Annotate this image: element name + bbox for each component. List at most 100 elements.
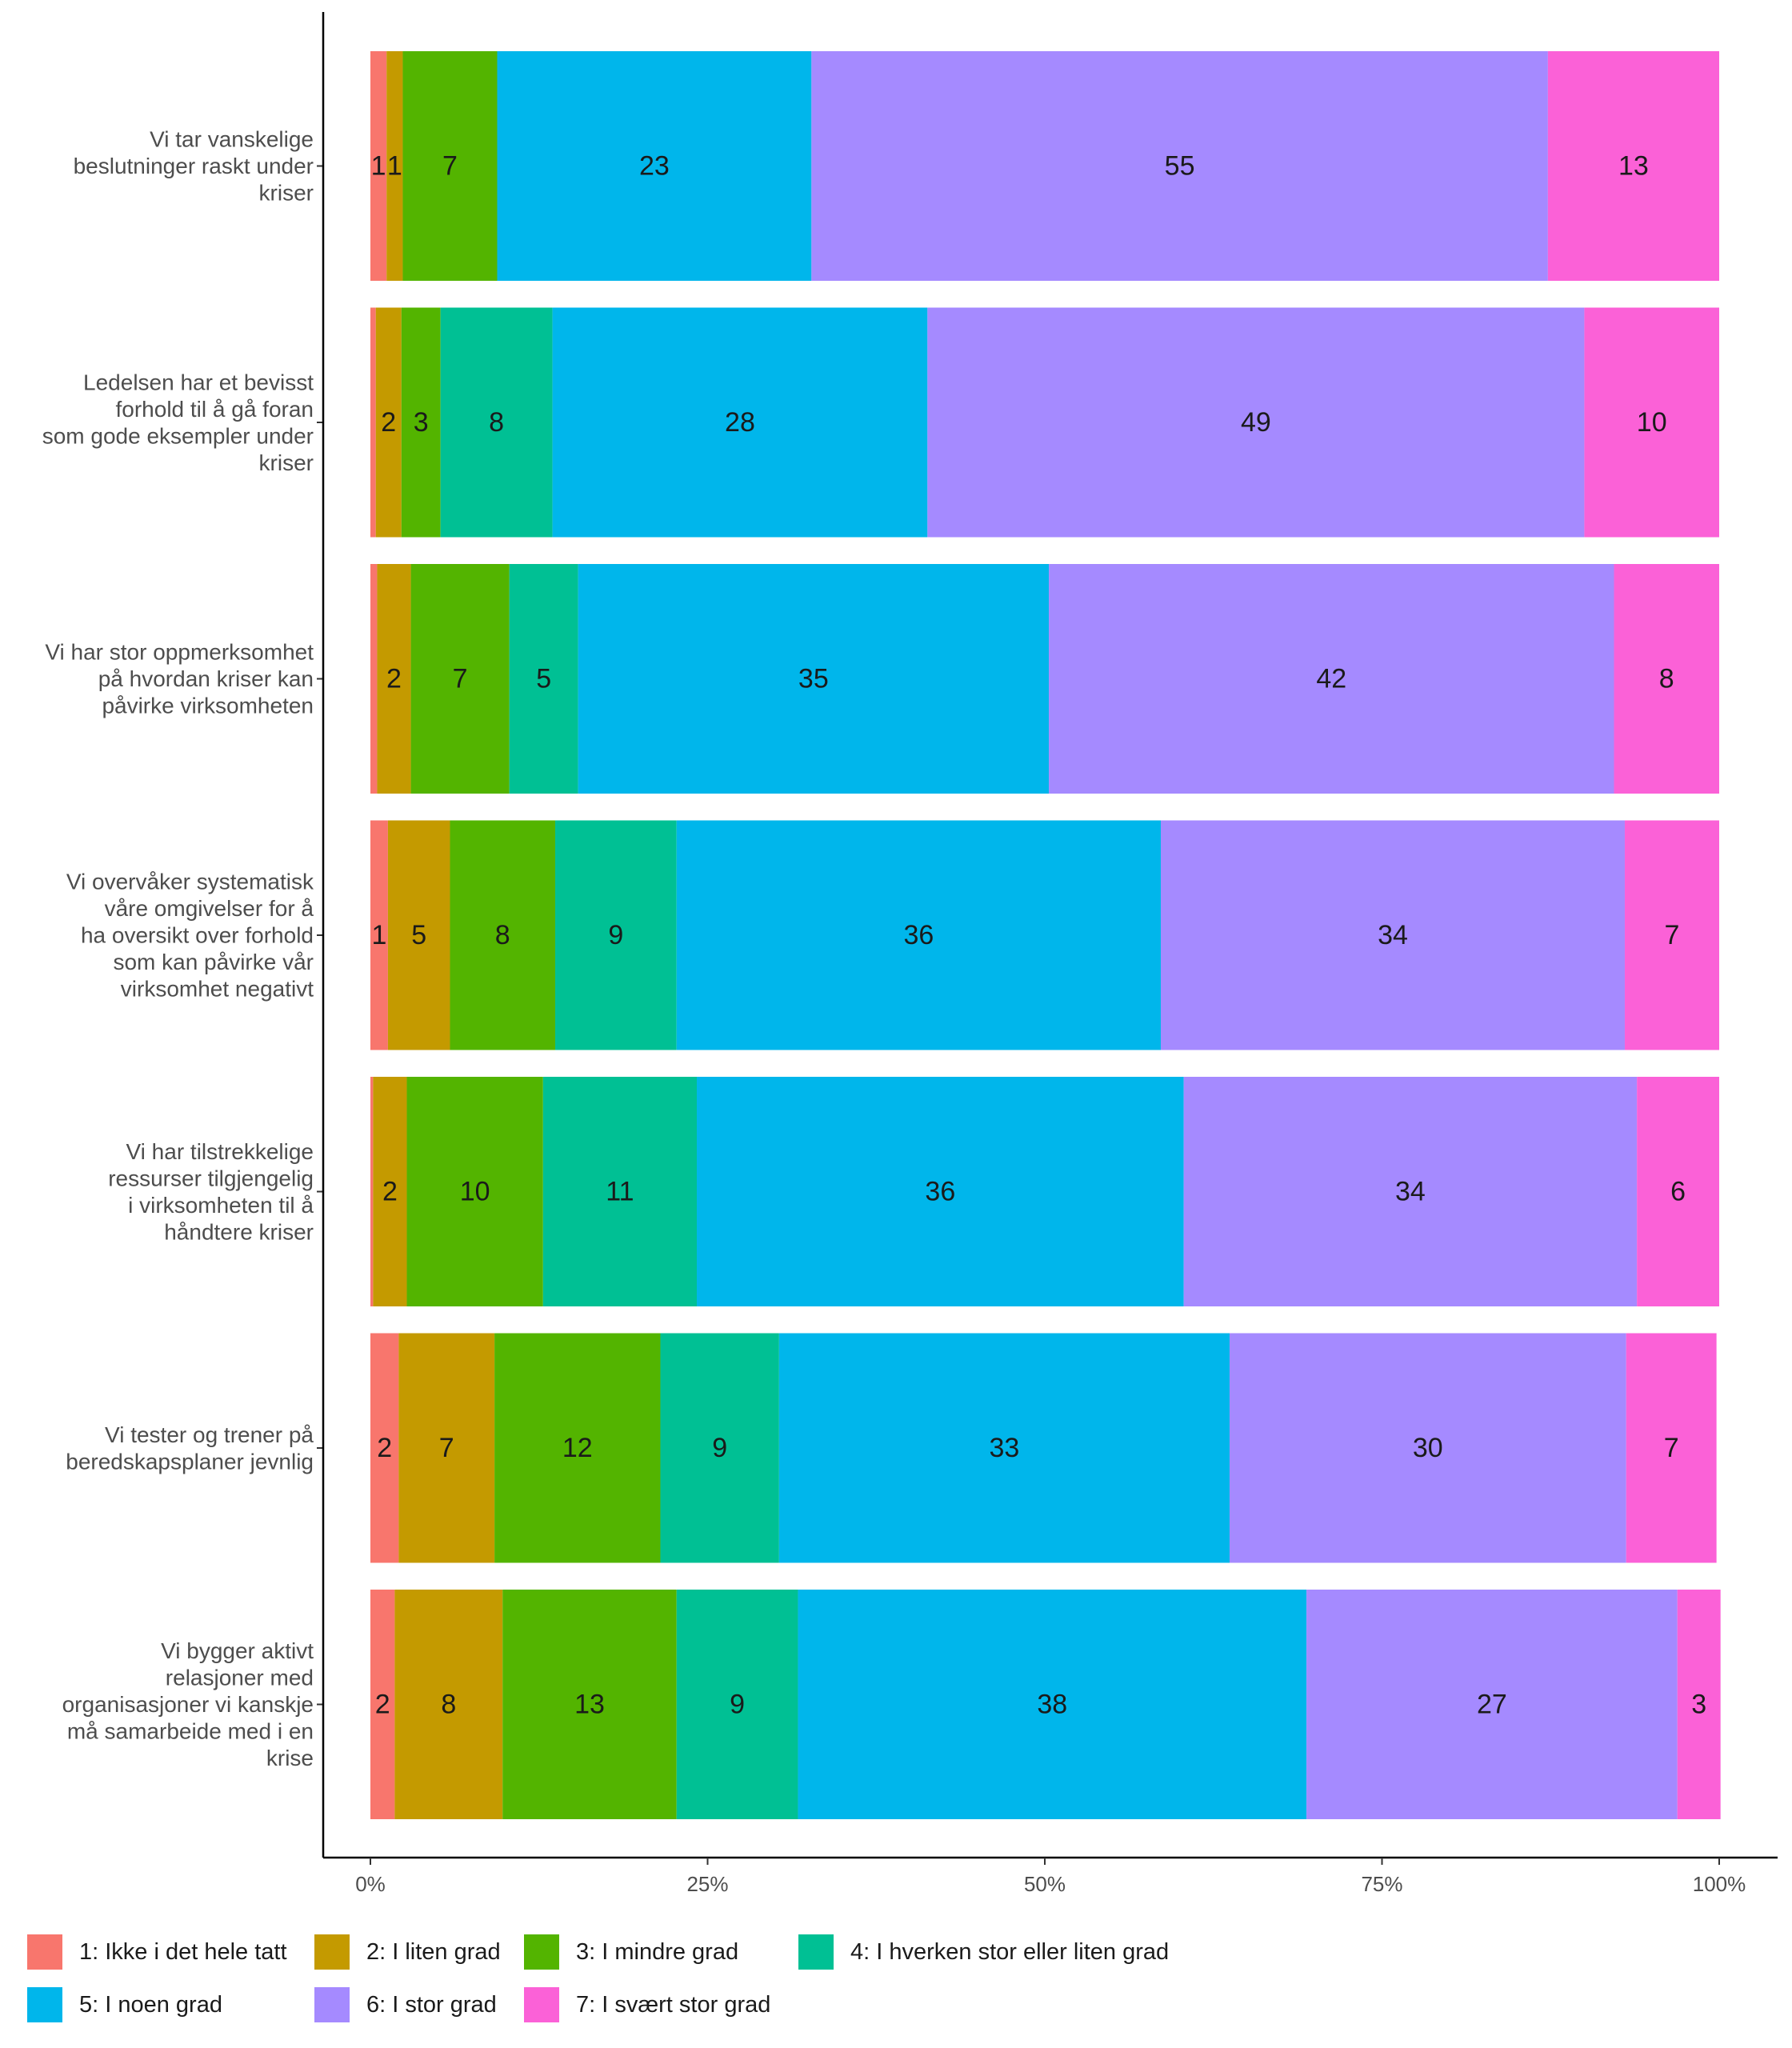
legend-swatch [27, 1934, 62, 1970]
bar-value-label: 8 [1659, 664, 1674, 694]
bar-segment [927, 307, 1585, 538]
x-tick-label: 100% [1693, 1872, 1746, 1896]
category-label-line: kriser [259, 181, 314, 206]
axes-layer: 0% 25% 50% 75% 100% [317, 12, 1778, 1896]
bar-segment [402, 51, 498, 281]
bar-segment [1161, 820, 1625, 1050]
category-label-line: ha oversikt over forhold [81, 923, 314, 948]
category-label-line: som gode eksempler under [42, 423, 314, 448]
bar-segment [373, 1077, 407, 1306]
bar-value-label: 6 [1670, 1177, 1686, 1207]
bar-value-label: 23 [639, 151, 670, 182]
bar-segment [552, 307, 928, 538]
bar-segment [406, 1077, 543, 1306]
bar-value-label: 2 [382, 1177, 398, 1207]
bar-value-label: 34 [1395, 1177, 1426, 1207]
bar-value-label: 9 [730, 1690, 745, 1720]
bar-segment [697, 1077, 1184, 1306]
bar-value-label: 55 [1165, 151, 1195, 182]
bar-value-label: 8 [489, 407, 504, 438]
category-label-line: Ledelsen har et bevisst [83, 370, 314, 394]
bar-labels-layer: 1 1 7 23 55 132 3 8 28 49 102 7 5 35 42 81 5 8 9 36 34 72 10 11… [371, 151, 1707, 1720]
bar-value-label: 9 [712, 1433, 727, 1463]
bar-segment [578, 564, 1050, 794]
bar-segment [1624, 820, 1719, 1050]
category-label-line: virksomhet negativt [121, 977, 314, 1002]
category-label-line: forhold til å gå foran [116, 397, 314, 422]
legend-label: 7: I svært stor grad [576, 1992, 770, 2018]
legend-label: 3: I mindre grad [576, 1939, 738, 1965]
category-label-line: relasjoner med [166, 1666, 314, 1690]
category-label-line: organisasjoner vi kanskje [62, 1692, 314, 1717]
bar-value-label: 42 [1316, 664, 1346, 694]
category-label: Vi har stor oppmerksomhet på hvordan kris… [45, 640, 314, 718]
category-label-line: i virksomheten til å [128, 1193, 314, 1218]
bar-segment [509, 564, 578, 794]
category-label-line: krise [266, 1746, 314, 1770]
bar-value-label: 5 [536, 664, 551, 694]
bar-segment [450, 820, 555, 1050]
bar-value-label: 36 [925, 1177, 955, 1207]
bar-segment [1306, 1590, 1678, 1819]
bar-value-label: 34 [1378, 920, 1408, 950]
bar-segment [370, 1333, 399, 1563]
legend-label: 1: Ikke i det hele tatt [79, 1939, 287, 1965]
legend-swatch [524, 1934, 559, 1970]
bar-segment [1614, 564, 1719, 794]
bar-value-label: 8 [495, 920, 510, 950]
bar-value-label: 3 [1691, 1690, 1706, 1720]
x-tick-label: 25% [686, 1872, 728, 1896]
category-label-line: på hvordan kriser kan [98, 666, 314, 691]
category-label: Ledelsen har et bevisst forhold til å gå … [42, 370, 314, 475]
category-label-line: Vi tar vanskelige [150, 127, 314, 152]
bar-segment [370, 1590, 395, 1819]
category-label: Vi bygger aktivt relasjoner med organisasj… [62, 1638, 314, 1770]
legend: 1: Ikke i det hele tatt 2: I liten grad 3:… [27, 1934, 1169, 2022]
legend-label: 4: I hverken stor eller liten grad [850, 1939, 1169, 1965]
bar-segment [1584, 307, 1719, 538]
category-label-line: beredskapsplaner jevnlig [66, 1449, 314, 1474]
category-label-line: påvirke virksomheten [102, 694, 314, 718]
bar-segment [401, 307, 441, 538]
legend-swatch [314, 1934, 350, 1970]
bar-value-label: 13 [574, 1690, 605, 1720]
bar-segment [1183, 1077, 1638, 1306]
bar-value-label: 10 [460, 1177, 490, 1207]
legend-label: 5: I noen grad [79, 1992, 222, 2018]
bar-value-label: 28 [725, 407, 755, 438]
category-labels-layer: Vi tar vanskelige beslutninger raskt unde… [42, 127, 314, 1771]
bar-value-label: 12 [562, 1433, 593, 1463]
bar-value-label: 49 [1241, 407, 1271, 438]
bar-segment [398, 1333, 495, 1563]
legend-label: 6: I stor grad [366, 1992, 497, 2018]
bar-segment [370, 820, 388, 1050]
bar-segment [370, 1077, 374, 1306]
bar-segment [377, 564, 411, 794]
bar-value-label: 7 [442, 151, 458, 182]
category-label-line: håndtere kriser [164, 1219, 314, 1244]
category-label: Vi tar vanskelige beslutninger raskt unde… [74, 127, 314, 206]
bar-segment [502, 1590, 677, 1819]
bar-value-label: 27 [1477, 1690, 1507, 1720]
category-label-line: Vi har tilstrekkelige [126, 1139, 314, 1164]
bar-value-label: 5 [411, 920, 426, 950]
bar-segment [386, 51, 403, 281]
legend-swatch [27, 1987, 62, 2022]
category-label: Vi har tilstrekkelige ressurser tilgjenge… [108, 1139, 314, 1245]
bar-segment [370, 564, 378, 794]
x-tick-label: 0% [355, 1872, 386, 1896]
bar-value-label: 11 [606, 1177, 634, 1207]
bar-value-label: 36 [903, 920, 934, 950]
bar-value-label: 30 [1413, 1433, 1443, 1463]
bar-segment [1677, 1590, 1721, 1819]
bar-segment [1547, 51, 1719, 281]
bar-value-label: 13 [1618, 151, 1649, 182]
bar-segment [410, 564, 510, 794]
bar-segment [440, 307, 553, 538]
category-label: Vi tester og trener på beredskapsplaner j… [66, 1422, 314, 1474]
bars-layer [370, 51, 1721, 1819]
bar-segment [494, 1333, 661, 1563]
bar-segment [542, 1077, 698, 1306]
legend-swatch [798, 1934, 834, 1970]
bar-segment [375, 307, 402, 538]
